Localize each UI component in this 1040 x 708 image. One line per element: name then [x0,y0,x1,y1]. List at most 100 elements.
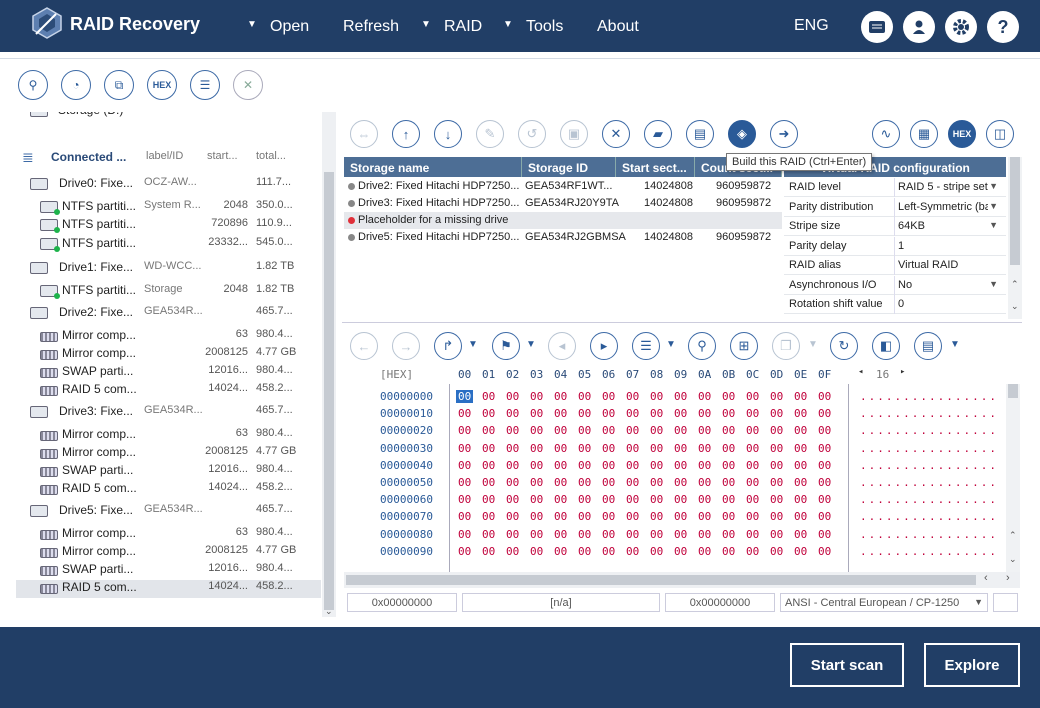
bookmark-button[interactable]: ⚑ [492,332,520,360]
tree-row[interactable]: Mirror comp... 63 980.4... [16,328,321,346]
hex-ascii[interactable]: ................ [860,510,998,524]
hex-byte[interactable]: 00 [746,458,760,472]
hex-row[interactable]: 00000050 00 00 00 00 00 00 00 00 00 00 00 00 00 00 00 00… [344,476,1004,493]
hex-byte[interactable]: 00 [506,544,520,558]
tree-row[interactable]: Mirror comp... 63 980.4... [16,526,321,544]
hex-byte[interactable]: 00 [650,458,664,472]
hex-byte[interactable]: 00 [530,441,544,455]
goto-dropdown-icon[interactable]: ▼ [468,339,478,350]
hex-byte[interactable]: 00 [482,407,496,421]
tree-row[interactable]: Mirror comp... 2008125 4.77 GB [16,346,321,364]
hex-byte[interactable]: 00 [650,544,664,558]
hex-byte[interactable]: 00 [698,493,712,507]
tree-row-selected[interactable]: RAID 5 com... 14024... 458.2... [16,580,321,598]
hex-byte[interactable]: 00 [650,441,664,455]
account-button[interactable] [903,11,935,43]
hex-ascii[interactable]: ................ [860,493,998,507]
tree-scrollbar[interactable]: ⌄ [322,112,336,617]
hex-byte[interactable]: 00 [602,544,616,558]
hex-byte[interactable]: 00 [482,493,496,507]
hex-byte[interactable]: 00 [746,407,760,421]
settings-button[interactable] [945,11,977,43]
hex-byte[interactable]: 00 [650,527,664,541]
hex-byte[interactable]: 00 [458,544,472,558]
hex-row[interactable]: 00000080 00 00 00 00 00 00 00 00 00 00 00 00 00 00 00 00… [344,528,1004,545]
stats-button[interactable]: ∿ [872,120,900,148]
tree-row[interactable]: Drive0: Fixe... OCZ-AW... 111.7... [16,176,321,194]
hex-byte[interactable]: 00 [794,390,808,403]
tree-row[interactable]: Drive1: Fixe... WD-WCC... 1.82 TB [16,260,321,278]
view-dropdown-icon[interactable]: ▼ [666,339,676,350]
menu-refresh[interactable]: Refresh [343,18,400,35]
raid-dropdown-arrow-icon[interactable]: ▼ [421,19,431,30]
view-mode-button[interactable]: ☰ [632,332,660,360]
hex-byte[interactable]: 00 [506,493,520,507]
tree-row[interactable]: SWAP parti... 12016... 980.4... [16,364,321,382]
hex-byte[interactable]: 00 [506,458,520,472]
hex-byte[interactable]: 00 [674,441,688,455]
tree-row[interactable]: RAID 5 com... 14024... 458.2... [16,481,321,499]
hex-byte[interactable]: 00 [506,424,520,438]
list-button[interactable]: ☰ [190,70,220,100]
hex-byte[interactable]: 00 [602,407,616,421]
hex-byte[interactable]: 00 [722,544,736,558]
hex-byte[interactable]: 00 [674,510,688,524]
hex-byte[interactable]: 00 [458,476,472,489]
config-row[interactable]: Asynchronous I/O No ▼ [784,275,1006,295]
hex-byte[interactable]: 00 [554,544,568,558]
config-row[interactable]: RAID alias Virtual RAID [784,256,1006,275]
table-row[interactable]: Drive3: Fixed Hitachi HDP7250... GEA534R… [344,195,782,212]
find-button[interactable]: ⚲ [688,332,716,360]
hex-byte[interactable]: 00 [626,424,640,438]
width-increase-icon[interactable]: ▸ [900,367,906,377]
scroll-down-icon[interactable]: ⌄ [1009,554,1017,564]
hex-byte[interactable]: 00 [818,390,832,403]
copy-dropdown-icon[interactable]: ▼ [808,339,818,350]
hex-byte[interactable]: 00 [698,510,712,524]
next-tag-button[interactable]: ▸ [590,332,618,360]
hex-byte[interactable]: 00 [482,476,496,489]
hex-byte[interactable]: 00 [554,493,568,507]
hex-byte[interactable]: 00 [458,441,472,455]
grid-button[interactable]: ⊞ [730,332,758,360]
hex-byte[interactable]: 00 [698,458,712,472]
chevron-down-icon[interactable]: ▼ [989,200,998,211]
menu-tools[interactable]: Tools [526,18,564,35]
close-button[interactable]: ✕ [233,70,263,100]
hex-row[interactable]: 00000060 00 00 00 00 00 00 00 00 00 00 00 00 00 00 00 00… [344,493,1004,510]
hex-byte[interactable]: 00 [674,476,688,489]
hex-byte[interactable]: 00 [746,493,760,507]
tree-row[interactable]: Drive2: Fixe... GEA534R... 465.7... [16,305,321,323]
hex-byte[interactable]: 00 [578,476,592,489]
hex-byte[interactable]: 00 [506,407,520,421]
hex-byte[interactable]: 00 [530,527,544,541]
hex-byte[interactable]: 00 [482,390,496,403]
hex-byte[interactable]: 00 [530,458,544,472]
hex-byte[interactable]: 00 [794,424,808,438]
hex-byte[interactable]: 00 [458,510,472,524]
hex-byte[interactable]: 00 [818,476,832,489]
table-row-selected[interactable]: Placeholder for a missing drive [344,212,782,229]
hex-button[interactable]: HEX [147,70,177,100]
hex-byte[interactable]: 00 [674,424,688,438]
hex-byte[interactable]: 00 [602,476,616,489]
hex-byte[interactable]: 00 [458,493,472,507]
menu-about[interactable]: About [597,18,639,35]
hex-byte[interactable]: 00 [650,390,664,403]
col-storage-name[interactable]: Storage name [344,157,522,177]
tree-row[interactable]: SWAP parti... 12016... 980.4... [16,463,321,481]
hex-byte[interactable]: 00 [818,407,832,421]
hex-byte[interactable]: 00 [770,544,784,558]
hex-byte[interactable]: 00 [602,441,616,455]
hex-byte[interactable]: 00 [818,424,832,438]
hex-byte[interactable]: 00 [482,510,496,524]
config-row[interactable]: RAID level RAID 5 - stripe set ▼ [784,178,1006,197]
tree-row[interactable]: NTFS partiti... Storage 2048 1.82 TB [16,283,321,301]
tree-row[interactable]: Drive3: Fixe... GEA534R... 465.7... [16,404,321,422]
table-row[interactable]: Drive2: Fixed Hitachi HDP7250... GEA534R… [344,178,782,195]
hex-byte[interactable]: 00 [530,424,544,438]
hex-row[interactable]: 00000040 00 00 00 00 00 00 00 00 00 00 00 00 00 00 00 00… [344,459,1004,476]
hex-byte[interactable]: 00 [794,476,808,489]
hex-byte[interactable]: 00 [698,544,712,558]
hex-byte[interactable]: 00 [650,493,664,507]
